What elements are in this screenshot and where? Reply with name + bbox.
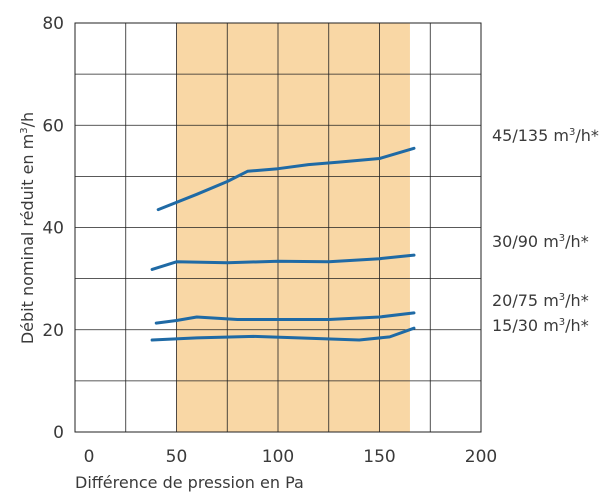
y-tick-labels: 0 20 40 60 80: [42, 14, 64, 443]
x-tick-label: 200: [465, 447, 497, 467]
y-tick-label: 60: [42, 116, 64, 136]
series-labels: 45/135 m3/h* 30/90 m3/h* 20/75 m3/h* 15/30 …: [492, 126, 599, 335]
x-tick-labels: 0 50 100 150 200: [84, 447, 498, 467]
series-line: [156, 146, 416, 212]
series-label: 45/135 m3/h*: [492, 126, 599, 145]
series-line: [150, 253, 416, 271]
y-tick-label: 40: [42, 219, 64, 239]
x-tick-label: 100: [262, 447, 294, 467]
series-label: 20/75 m3/h*: [492, 291, 589, 310]
y-axis-label: Débit nominal réduit en m3/h: [18, 112, 37, 344]
y-tick-label: 20: [42, 321, 64, 341]
grid-lines: [75, 23, 481, 432]
x-axis-label: Différence de pression en Pa: [75, 473, 304, 492]
series-line: [154, 311, 416, 325]
series-lines: [150, 146, 416, 342]
y-tick-label: 0: [53, 423, 64, 443]
series-label: 30/90 m3/h*: [492, 232, 589, 251]
series-line: [150, 326, 416, 342]
y-tick-label: 80: [42, 14, 64, 34]
plot-frame: [74, 22, 482, 433]
series-label: 15/30 m3/h*: [492, 316, 589, 335]
x-tick-label: 150: [363, 447, 395, 467]
x-tick-label: 50: [166, 447, 188, 467]
x-tick-label: 0: [84, 447, 95, 467]
